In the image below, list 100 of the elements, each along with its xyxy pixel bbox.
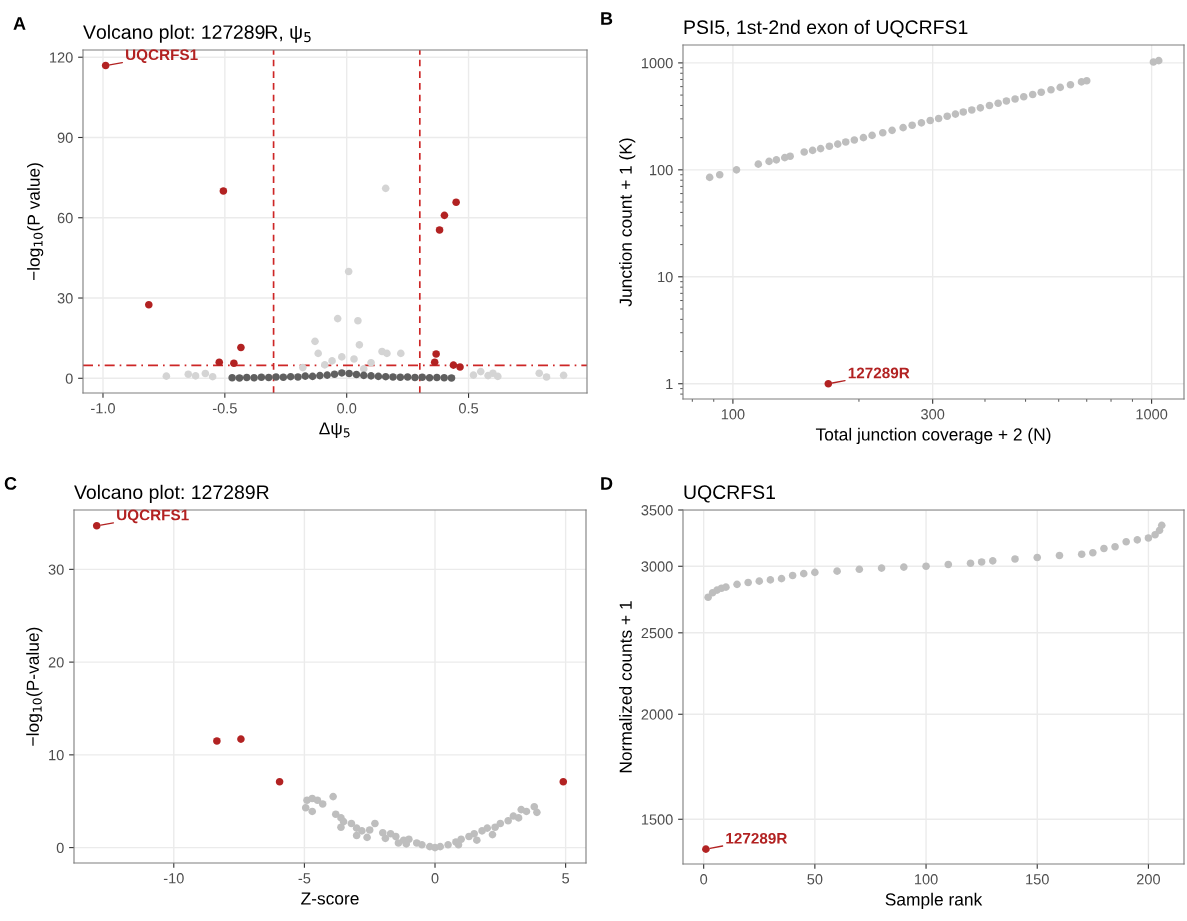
point	[433, 373, 441, 382]
y-tick-label: 30	[57, 293, 73, 304]
y-axis-title: Junction count + 1 (K)	[619, 138, 636, 307]
text: B	[601, 12, 613, 25]
point	[237, 735, 245, 743]
x-tick-label: 0.5	[458, 403, 479, 414]
point	[1122, 537, 1130, 546]
x-tick-label: 0	[431, 873, 439, 884]
point	[242, 373, 251, 382]
point	[257, 373, 266, 382]
point	[850, 136, 859, 144]
x-tick-label: 200	[1136, 874, 1161, 885]
point	[966, 559, 975, 568]
point	[1089, 548, 1097, 557]
point	[765, 157, 773, 166]
x-tick-label: 100	[915, 874, 938, 885]
y-tick-label: 100	[650, 164, 673, 176]
point	[959, 108, 968, 116]
point	[435, 226, 444, 234]
point	[314, 349, 322, 358]
y-tick-label: 3000	[641, 561, 673, 572]
point	[476, 367, 485, 376]
annotation: UQCRFS1	[126, 49, 198, 63]
point	[358, 827, 366, 835]
point	[951, 110, 960, 118]
y-tick-label: 3500	[641, 505, 673, 516]
point	[1066, 81, 1075, 89]
point	[101, 61, 110, 70]
point	[833, 140, 842, 148]
point	[967, 106, 976, 114]
point	[888, 126, 896, 135]
point	[345, 369, 353, 378]
point	[394, 839, 403, 847]
point	[514, 814, 523, 822]
point	[275, 777, 284, 786]
point	[430, 358, 439, 367]
point	[355, 341, 364, 349]
point	[316, 371, 324, 380]
point	[213, 737, 221, 745]
y-tick-label: 120	[50, 52, 73, 63]
point	[440, 373, 448, 382]
point	[988, 557, 997, 565]
point	[299, 363, 307, 372]
point	[329, 792, 337, 801]
text: D	[601, 477, 613, 490]
y-axis-title: −log$_{10}$(P value)	[27, 163, 44, 281]
point	[542, 373, 551, 381]
point	[922, 562, 930, 571]
point	[504, 816, 512, 825]
point	[533, 808, 541, 817]
y-axis-title: Normalized counts + 1	[619, 601, 632, 773]
point	[559, 371, 568, 380]
point	[1037, 88, 1046, 97]
point	[418, 373, 427, 382]
point	[264, 373, 273, 382]
point	[350, 355, 358, 363]
point	[1011, 95, 1019, 103]
point	[833, 567, 841, 575]
point	[447, 374, 456, 382]
point	[535, 369, 544, 378]
point	[1133, 536, 1142, 544]
point	[436, 842, 445, 851]
point	[294, 373, 302, 381]
point	[494, 372, 502, 381]
point	[363, 833, 371, 842]
point	[308, 807, 317, 816]
point	[1144, 534, 1153, 542]
point	[704, 593, 712, 602]
annotation: UQCRFS1	[117, 509, 189, 524]
point	[944, 560, 953, 569]
point	[230, 359, 238, 368]
point	[338, 353, 346, 361]
point	[337, 823, 345, 831]
point	[878, 129, 887, 137]
point	[301, 372, 310, 380]
point	[1019, 92, 1028, 101]
point	[772, 156, 781, 164]
point	[1047, 85, 1055, 94]
point	[456, 363, 464, 371]
point	[1002, 97, 1011, 105]
point	[347, 819, 356, 828]
point	[496, 819, 505, 828]
point	[367, 372, 375, 380]
x-tick-label: -0.5	[212, 403, 237, 414]
point	[1056, 83, 1065, 92]
x-axis-title: Δψ$_{5}$	[319, 422, 350, 438]
point	[1100, 544, 1108, 553]
x-axis-title: Z-score	[301, 892, 359, 905]
point	[381, 834, 390, 843]
point	[320, 361, 329, 369]
point	[733, 580, 741, 589]
point	[359, 371, 368, 380]
point	[201, 369, 210, 378]
text: A	[13, 17, 26, 30]
point	[425, 373, 434, 382]
point	[473, 836, 481, 844]
x-tick-label: -10	[163, 873, 184, 884]
point	[92, 521, 101, 530]
point	[483, 824, 492, 832]
point	[381, 372, 390, 381]
